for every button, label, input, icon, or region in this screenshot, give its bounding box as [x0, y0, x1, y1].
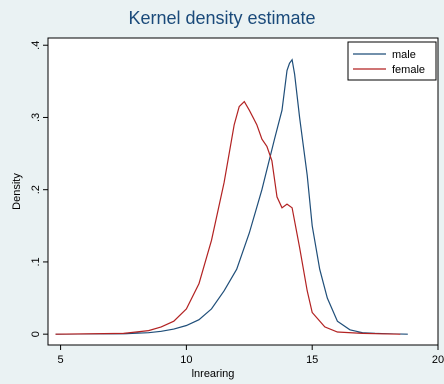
x-tick-label: 15: [306, 354, 318, 366]
plot-area: [47, 37, 439, 346]
legend-label-female: female: [392, 64, 425, 76]
chart-title-bar: Kernel density estimate: [0, 0, 444, 36]
series-line-male: [55, 58, 408, 335]
y-tick-label: 0: [30, 331, 42, 337]
legend-label-male: male: [392, 49, 416, 61]
y-tick-label: .1: [30, 257, 42, 266]
x-tick-label: 20: [432, 354, 444, 366]
x-tick-label: 10: [180, 354, 192, 366]
x-axis-label: lnrearing: [192, 368, 235, 380]
y-axis-label: Density: [11, 173, 23, 210]
y-tick-label: .3: [30, 113, 42, 122]
y-tick-label: .2: [30, 185, 42, 194]
y-tick-label: .4: [30, 41, 42, 50]
x-tick-label: 5: [58, 354, 64, 366]
legend-box: [347, 41, 437, 81]
chart-title: Kernel density estimate: [128, 7, 316, 28]
series-line-female: [55, 100, 401, 335]
